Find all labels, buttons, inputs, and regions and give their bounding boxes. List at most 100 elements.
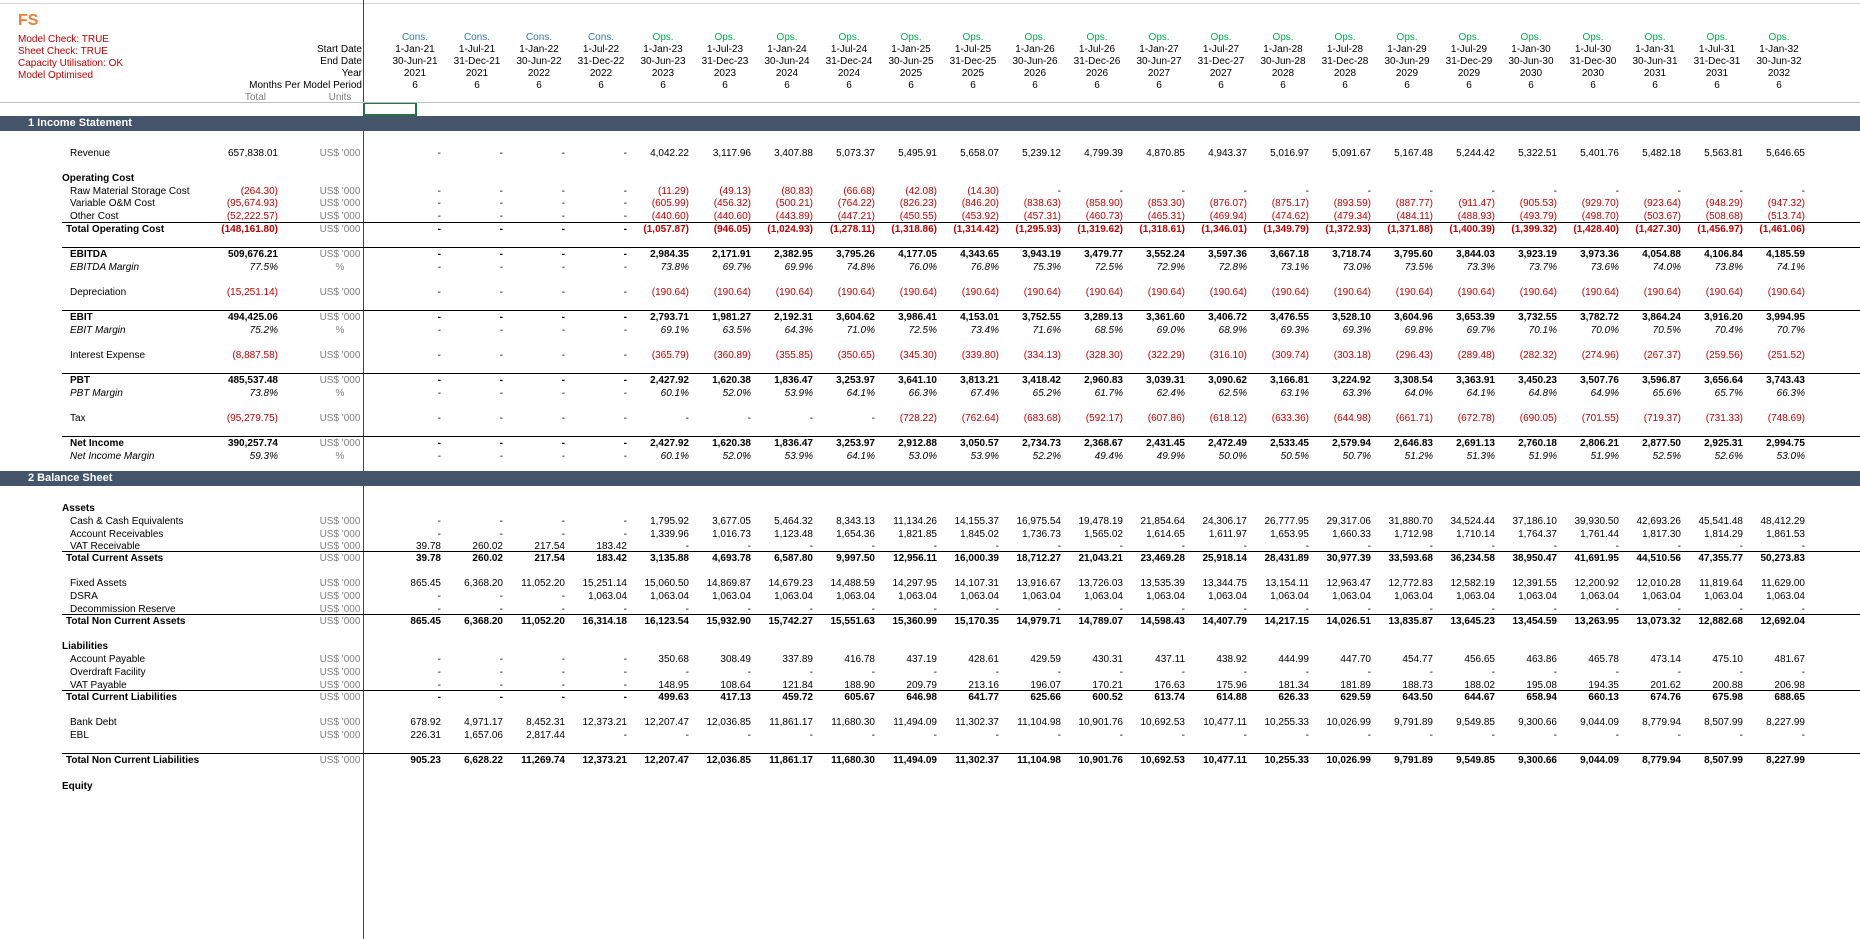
table-cell[interactable]: 3,795.26 xyxy=(836,249,875,260)
table-cell[interactable]: 16,000.39 xyxy=(954,553,1000,564)
table-cell[interactable]: 50,273.83 xyxy=(1760,553,1806,564)
table-cell[interactable]: 73.5% xyxy=(1404,262,1433,273)
table-cell[interactable]: 73.1% xyxy=(1280,262,1309,273)
table-cell[interactable]: 9,997.50 xyxy=(836,553,875,564)
table-cell[interactable]: - xyxy=(1801,186,1805,197)
table-cell[interactable]: - xyxy=(995,541,999,552)
table-cell[interactable]: 4,185.59 xyxy=(1766,249,1805,260)
table-cell[interactable]: - xyxy=(561,375,565,386)
table-cell[interactable]: - xyxy=(1367,541,1371,552)
table-cell[interactable]: - xyxy=(1305,730,1309,741)
table-cell[interactable]: 1,657.06 xyxy=(464,730,503,741)
table-cell[interactable]: 41,691.95 xyxy=(1574,553,1620,564)
table-cell[interactable]: - xyxy=(561,186,565,197)
table-cell[interactable]: (592.17) xyxy=(1085,413,1123,424)
table-cell[interactable]: - xyxy=(437,388,441,399)
table-cell[interactable]: (190.64) xyxy=(899,287,937,298)
table-cell[interactable]: - xyxy=(623,287,627,298)
table-cell[interactable]: - xyxy=(499,262,503,273)
table-cell[interactable]: 14,026.51 xyxy=(1326,616,1372,627)
table-cell[interactable]: 2,817.44 xyxy=(526,730,565,741)
table-cell[interactable]: - xyxy=(437,198,441,209)
table-cell[interactable]: 3,986.41 xyxy=(898,312,937,323)
table-cell[interactable]: - xyxy=(561,211,565,222)
table-cell[interactable]: 12,882.68 xyxy=(1698,616,1744,627)
table-cell[interactable]: 643.50 xyxy=(1402,692,1433,703)
table-cell[interactable]: 70.0% xyxy=(1590,325,1619,336)
table-cell[interactable]: 5,464.32 xyxy=(774,516,813,527)
table-cell[interactable]: 65.6% xyxy=(1652,388,1681,399)
table-cell[interactable]: 3,050.57 xyxy=(960,438,999,449)
table-cell[interactable]: 658.94 xyxy=(1526,692,1557,703)
table-cell[interactable]: 12,010.28 xyxy=(1636,578,1682,589)
table-cell[interactable]: 3,253.97 xyxy=(836,375,875,386)
table-cell[interactable]: - xyxy=(437,529,441,540)
table-cell[interactable]: - xyxy=(437,325,441,336)
table-cell[interactable]: - xyxy=(623,667,627,678)
table-cell[interactable]: - xyxy=(1243,667,1247,678)
table-cell[interactable]: 52.2% xyxy=(1032,451,1061,462)
table-cell[interactable]: 4,106.84 xyxy=(1704,249,1743,260)
table-cell[interactable]: 63.1% xyxy=(1280,388,1309,399)
table-cell[interactable]: 8,227.99 xyxy=(1766,717,1805,728)
table-cell[interactable]: - xyxy=(623,312,627,323)
table-cell[interactable]: 71.6% xyxy=(1032,325,1061,336)
table-cell[interactable]: - xyxy=(623,680,627,691)
table-cell[interactable]: - xyxy=(1801,604,1805,615)
table-cell[interactable]: - xyxy=(437,186,441,197)
table-cell[interactable]: 11,680.30 xyxy=(831,717,875,728)
table-cell[interactable]: 10,901.76 xyxy=(1078,755,1124,766)
table-cell[interactable]: 14,488.59 xyxy=(830,578,876,589)
table-cell[interactable]: 2,192.31 xyxy=(774,312,813,323)
table-cell[interactable]: 68.9% xyxy=(1218,325,1247,336)
table-cell[interactable]: 16,123.54 xyxy=(644,616,690,627)
table-cell[interactable]: (1,461.06) xyxy=(1759,224,1805,235)
table-cell[interactable]: (1,319.62) xyxy=(1077,224,1123,235)
table-cell[interactable]: 1,063.04 xyxy=(1332,591,1371,602)
table-cell[interactable]: - xyxy=(1057,541,1061,552)
table-cell[interactable]: (282.32) xyxy=(1519,350,1557,361)
table-cell[interactable]: 53.0% xyxy=(908,451,937,462)
table-cell[interactable]: 11,104.98 xyxy=(1017,717,1061,728)
table-cell[interactable]: 60.1% xyxy=(660,451,689,462)
table-cell[interactable]: (339.80) xyxy=(961,350,999,361)
table-cell[interactable]: (929.70) xyxy=(1581,198,1619,209)
table-cell[interactable]: (479.34) xyxy=(1333,211,1371,222)
table-cell[interactable]: 13,645.23 xyxy=(1450,616,1496,627)
table-cell[interactable]: 5,646.65 xyxy=(1766,148,1805,159)
table-cell[interactable]: - xyxy=(437,654,441,665)
table-cell[interactable]: (190.64) xyxy=(1643,287,1681,298)
table-cell[interactable]: - xyxy=(685,730,689,741)
table-cell[interactable]: - xyxy=(871,730,875,741)
table-cell[interactable]: 64.1% xyxy=(1466,388,1495,399)
table-cell[interactable]: 53.9% xyxy=(970,451,999,462)
table-cell[interactable]: 456.65 xyxy=(1464,654,1495,665)
table-cell[interactable]: - xyxy=(437,312,441,323)
table-cell[interactable]: 188.73 xyxy=(1402,680,1433,691)
table-cell[interactable]: 675.98 xyxy=(1712,692,1743,703)
table-cell[interactable]: 11,494.09 xyxy=(893,717,937,728)
table-cell[interactable]: (453.92) xyxy=(961,211,999,222)
table-cell[interactable]: 3,743.43 xyxy=(1766,375,1805,386)
table-cell[interactable]: 23,469.28 xyxy=(1140,553,1186,564)
table-cell[interactable]: 50.0% xyxy=(1218,451,1247,462)
table-cell[interactable]: - xyxy=(1367,730,1371,741)
table-cell[interactable]: 260.02 xyxy=(472,553,503,564)
table-cell[interactable]: 70.4% xyxy=(1714,325,1743,336)
table-cell[interactable]: 2,691.13 xyxy=(1456,438,1495,449)
table-cell[interactable]: 1,620.38 xyxy=(712,375,751,386)
table-cell[interactable]: - xyxy=(437,350,441,361)
table-cell[interactable]: 108.64 xyxy=(720,680,751,691)
table-cell[interactable]: 1,764.37 xyxy=(1518,529,1557,540)
table-cell[interactable]: 19,478.19 xyxy=(1078,516,1124,527)
table-cell[interactable]: - xyxy=(499,529,503,540)
table-cell[interactable]: 3,039.31 xyxy=(1146,375,1185,386)
table-cell[interactable]: 60.1% xyxy=(660,388,689,399)
table-cell[interactable]: - xyxy=(995,730,999,741)
table-cell[interactable]: - xyxy=(933,541,937,552)
table-cell[interactable]: - xyxy=(561,680,565,691)
table-cell[interactable]: 2,427.92 xyxy=(650,375,689,386)
table-cell[interactable]: (328.30) xyxy=(1085,350,1123,361)
table-cell[interactable]: 11,629.00 xyxy=(1761,578,1805,589)
table-cell[interactable]: 51.9% xyxy=(1528,451,1557,462)
